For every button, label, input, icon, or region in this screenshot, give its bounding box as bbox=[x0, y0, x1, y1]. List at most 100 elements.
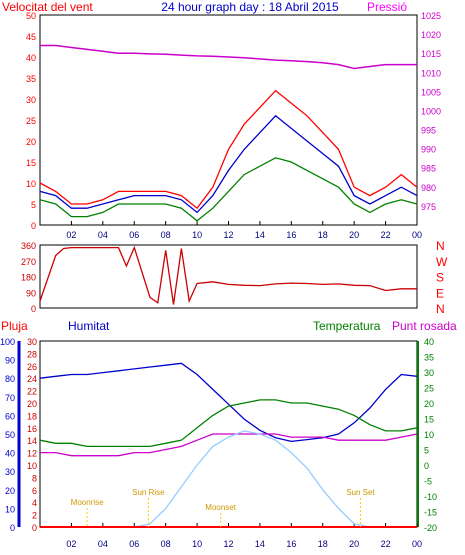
x-tick-label: 02 bbox=[66, 539, 76, 549]
pressure-tick-label: 995 bbox=[421, 126, 436, 136]
x-tick-label: 14 bbox=[255, 539, 265, 549]
wind-speed-tick-label: 10 bbox=[26, 179, 36, 189]
humidity-label: Humitat bbox=[68, 319, 110, 333]
compass-label: S bbox=[436, 271, 444, 285]
humidity-tick-label: 70 bbox=[5, 393, 15, 403]
rain-tick-label: 4 bbox=[32, 498, 37, 508]
wind-speed-tick-label: 20 bbox=[26, 137, 36, 147]
rain-tick-label: 8 bbox=[32, 473, 37, 483]
x-tick-label: 22 bbox=[381, 230, 391, 240]
series-line-average bbox=[39, 114, 418, 214]
panel-wind-direction bbox=[39, 244, 418, 309]
pressure-tick-label: 1005 bbox=[421, 87, 441, 97]
direction-tick-label: 90 bbox=[26, 288, 36, 298]
rain-tick-label: 12 bbox=[27, 449, 37, 459]
temperature-tick-label: -10 bbox=[424, 492, 437, 502]
humidity-tick-label: 0 bbox=[10, 523, 15, 533]
wind-speed-tick-label: 25 bbox=[26, 116, 36, 126]
humidity-tick-label: 40 bbox=[5, 449, 15, 459]
temperature-tick-label: -20 bbox=[424, 523, 437, 533]
rain-tick-label: 16 bbox=[27, 424, 37, 434]
wind-speed-tick-label: 40 bbox=[26, 53, 36, 63]
pressure-tick-label: 1015 bbox=[421, 49, 441, 59]
pressure-tick-label: 975 bbox=[421, 202, 436, 212]
compass-label: N bbox=[436, 239, 445, 253]
rain-tick-label: 0 bbox=[32, 523, 37, 533]
x-tick-label: 12 bbox=[223, 230, 233, 240]
wind-speed-tick-label: 15 bbox=[26, 158, 36, 168]
humidity-tick-label: 80 bbox=[5, 374, 15, 384]
humidity-tick-label: 20 bbox=[5, 486, 15, 496]
rain-tick-label: 18 bbox=[27, 411, 37, 421]
compass-label: W bbox=[436, 255, 448, 269]
panel-wind-speed bbox=[39, 14, 418, 226]
rain-tick-label: 30 bbox=[27, 337, 37, 347]
dewpoint-label: Punt rosada bbox=[392, 319, 457, 333]
x-tick-label: 02 bbox=[66, 230, 76, 240]
direction-tick-label: 0 bbox=[31, 304, 36, 314]
rain-tick-label: 22 bbox=[27, 387, 37, 397]
direction-tick-label: 270 bbox=[21, 257, 36, 267]
temperature-tick-label: 0 bbox=[424, 461, 429, 471]
x-tick-label: 10 bbox=[192, 539, 202, 549]
humidity-tick-label: 30 bbox=[5, 467, 15, 477]
series-line-minimum bbox=[39, 157, 418, 222]
wind-speed-tick-label: 35 bbox=[26, 74, 36, 84]
temperature-tick-label: 10 bbox=[424, 430, 434, 440]
humidity-tick-label: 60 bbox=[5, 411, 15, 421]
wind-speed-tick-label: 45 bbox=[26, 32, 36, 42]
x-tick-label: 18 bbox=[318, 230, 328, 240]
temperature-tick-label: -15 bbox=[424, 508, 437, 518]
temperature-tick-label: 25 bbox=[424, 384, 434, 394]
humidity-tick-label: 100 bbox=[0, 337, 15, 347]
temperature-tick-label: 40 bbox=[424, 337, 434, 347]
series-line-temperature bbox=[39, 399, 418, 448]
temperature-tick-label: 20 bbox=[424, 399, 434, 409]
temperature-tick-label: 15 bbox=[424, 415, 434, 425]
series-line-dewpoint bbox=[40, 433, 418, 457]
series-line-sun_elevation bbox=[40, 430, 417, 528]
series-line-pressure bbox=[40, 44, 417, 70]
compass-label: E bbox=[436, 286, 444, 300]
x-tick-label: 16 bbox=[286, 539, 296, 549]
annotation-label: Moonrise bbox=[71, 498, 104, 507]
wind-speed-tick-label: 0 bbox=[31, 221, 36, 231]
rain-tick-label: 26 bbox=[27, 362, 37, 372]
annotation-label: Sun Rise bbox=[132, 488, 165, 497]
temperature-label: Temperatura bbox=[313, 319, 381, 333]
wind-speed-tick-label: 50 bbox=[26, 11, 36, 21]
rain-tick-label: 24 bbox=[27, 374, 37, 384]
x-tick-label: 16 bbox=[286, 230, 296, 240]
temperature-tick-label: -5 bbox=[424, 477, 432, 487]
x-tick-label: 06 bbox=[129, 230, 139, 240]
chart-marks: 0510152025303540455097598098599099510001… bbox=[0, 11, 448, 549]
annotation-label: Sun Set bbox=[346, 488, 375, 497]
rain-tick-label: 20 bbox=[27, 399, 37, 409]
pressure-tick-label: 990 bbox=[421, 145, 436, 155]
series-line-gust bbox=[39, 89, 418, 210]
wind-speed-tick-label: 30 bbox=[26, 95, 36, 105]
x-tick-label: 20 bbox=[349, 230, 359, 240]
annotation-label: Moonset bbox=[205, 503, 236, 512]
x-tick-label: 00 bbox=[412, 539, 422, 549]
x-tick-label: 08 bbox=[161, 539, 171, 549]
compass-label: N bbox=[436, 302, 445, 316]
x-tick-label: 10 bbox=[192, 230, 202, 240]
direction-tick-label: 180 bbox=[21, 273, 36, 283]
direction-tick-label: 360 bbox=[21, 241, 36, 251]
x-tick-label: 04 bbox=[98, 539, 108, 549]
temperature-tick-label: 30 bbox=[424, 368, 434, 378]
pressure-tick-label: 1010 bbox=[421, 68, 441, 78]
pressure-label: Pressió bbox=[367, 0, 407, 14]
chart-title: 24 hour graph day : 18 Abril 2015 bbox=[161, 0, 339, 14]
x-tick-label: 14 bbox=[255, 230, 265, 240]
rain-tick-label: 10 bbox=[27, 461, 37, 471]
pressure-tick-label: 980 bbox=[421, 183, 436, 193]
x-tick-label: 12 bbox=[223, 539, 233, 549]
x-tick-label: 00 bbox=[412, 230, 422, 240]
rain-label: Pluja bbox=[1, 319, 28, 333]
x-tick-label: 20 bbox=[349, 539, 359, 549]
x-tick-label: 06 bbox=[129, 539, 139, 549]
rain-tick-label: 14 bbox=[27, 436, 37, 446]
x-tick-label: 22 bbox=[381, 539, 391, 549]
